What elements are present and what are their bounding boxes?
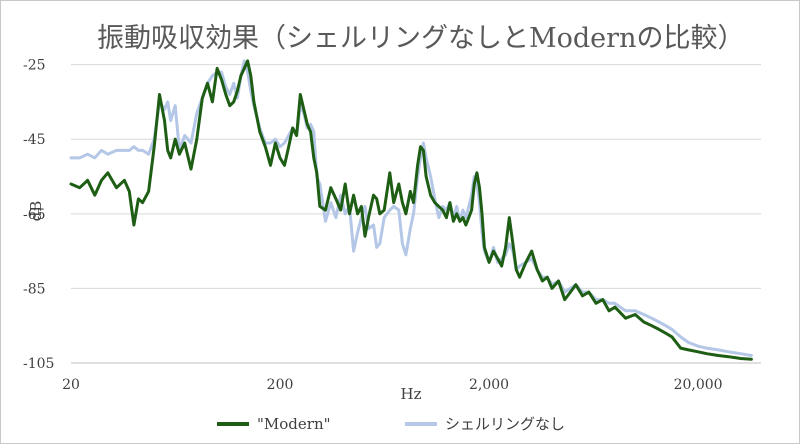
x-tick-label: 2,000 [469, 377, 509, 393]
x-tick-label: 20 [62, 377, 80, 393]
legend-label-no-shell-ring: シェルリングなし [445, 415, 565, 433]
x-tick-label: 200 [267, 377, 294, 393]
y-axis-label: dB [27, 201, 45, 222]
series-layer [69, 59, 753, 361]
x-axis-ticks: 20 200 2,000 20,000 [62, 377, 722, 393]
x-tick-label: 20,000 [674, 377, 723, 393]
series-line-no-shell-ring [69, 59, 753, 357]
legend: "Modern" シェルリングなし [217, 415, 565, 433]
y-tick-label: -85 [23, 281, 46, 297]
y-tick-label: -105 [23, 356, 54, 372]
series-line-modern [69, 59, 753, 361]
y-tick-label: -65 [23, 207, 46, 223]
legend-label-modern: "Modern" [257, 415, 331, 433]
y-tick-label: -25 [23, 58, 46, 74]
y-tick-label: -45 [23, 132, 46, 148]
y-axis-ticks: -25 -45 -65 -85 -105 [23, 58, 54, 372]
x-axis-label: Hz [401, 385, 422, 403]
chart-title: 振動吸収効果（シェルリングなしとModernの比較） [97, 23, 744, 54]
